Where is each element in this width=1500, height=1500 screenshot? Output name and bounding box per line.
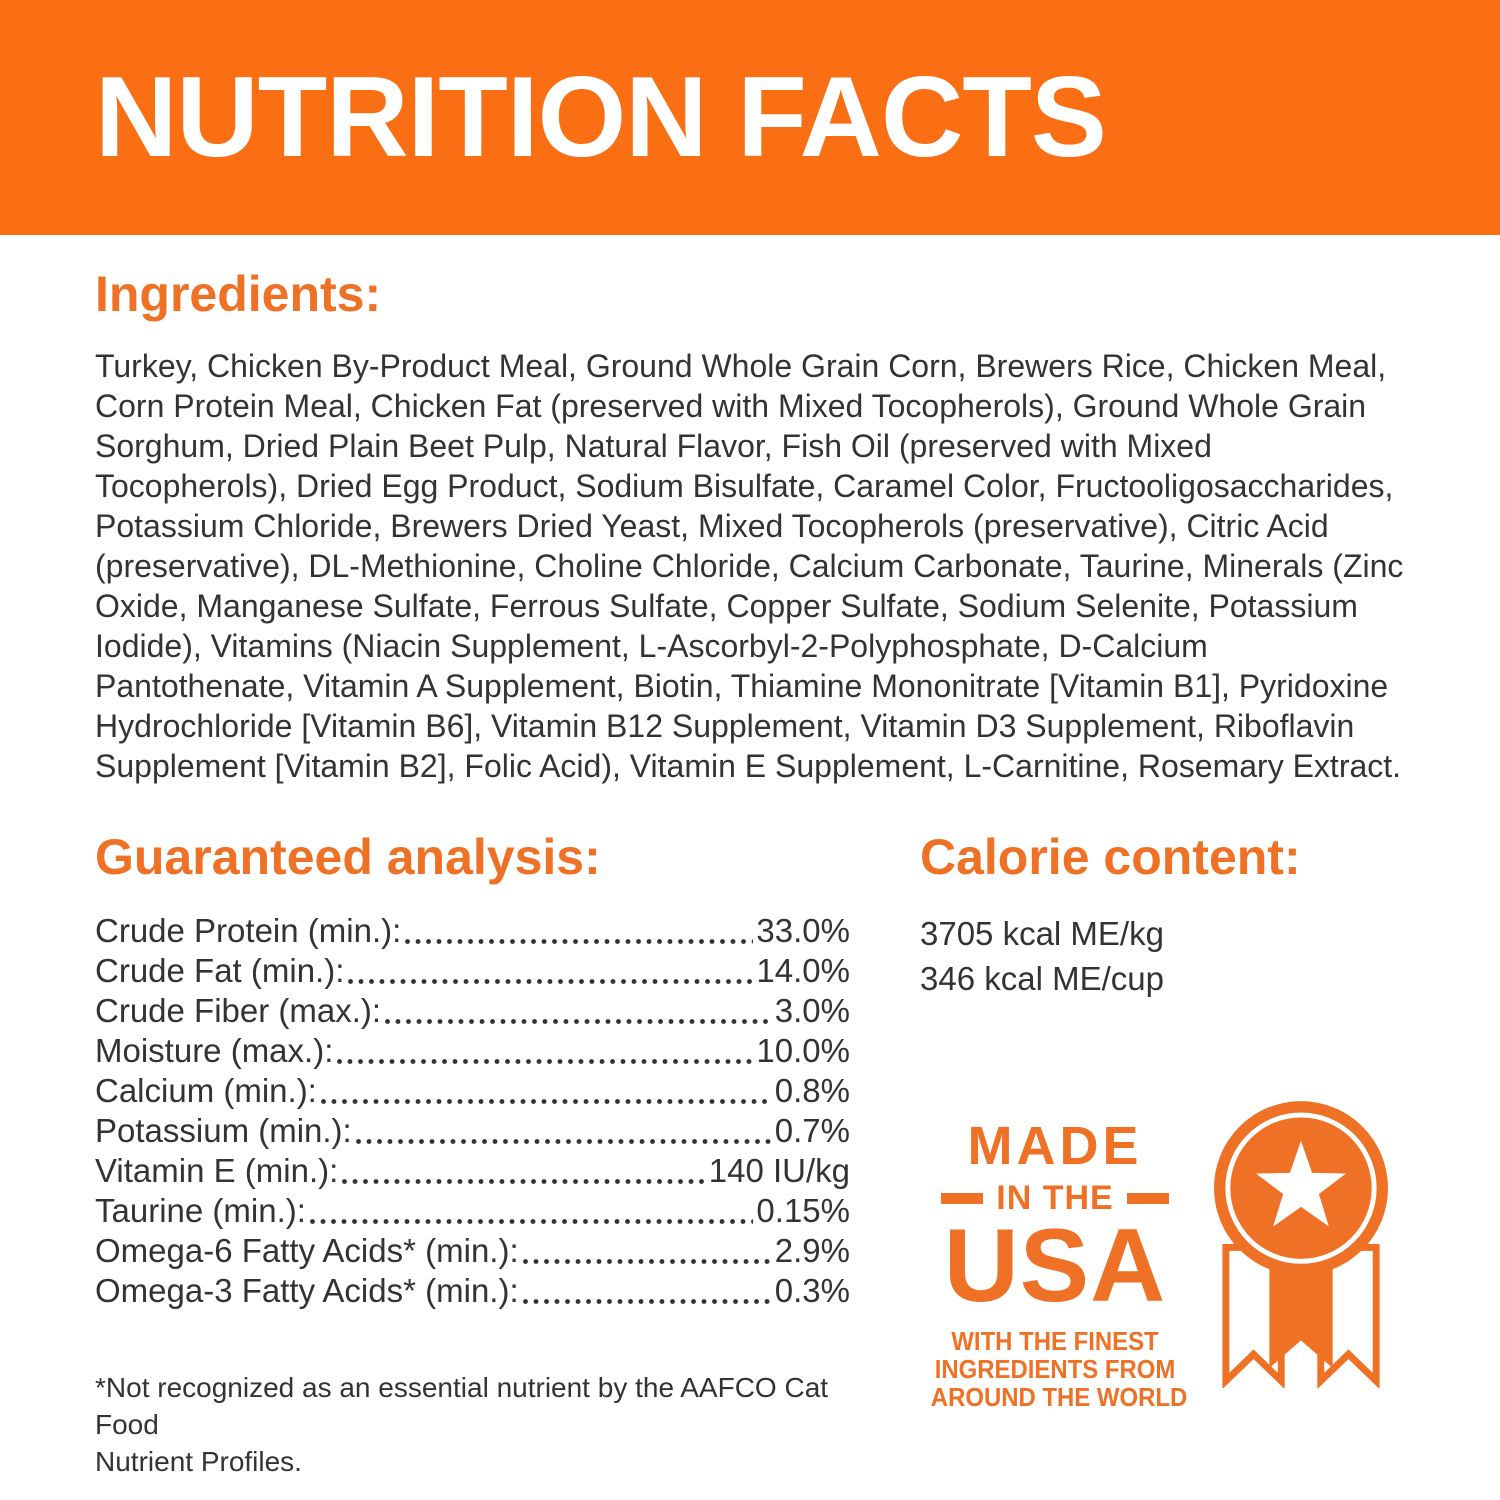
table-row: Calcium (min.): 0.8% <box>95 1071 850 1111</box>
calorie-content-column: Calorie content: 3705 kcal ME/kg 346 kca… <box>920 830 1405 1480</box>
in-the-text: IN THE <box>996 1179 1114 1217</box>
footnote-line: *Not recognized as an essential nutrient… <box>95 1372 829 1440</box>
table-row: Moisture (max.): 10.0% <box>95 1031 850 1071</box>
analysis-value: 2.9% <box>774 1232 850 1269</box>
made-in-usa-badge: MADE IN THE USA WITH THE FINEST INGREDIE… <box>920 1101 1405 1411</box>
ribbon-right-tail <box>1317 1244 1380 1388</box>
guaranteed-analysis-column: Guaranteed analysis: Crude Protein (min.… <box>95 830 850 1480</box>
aafco-footnote: *Not recognized as an essential nutrient… <box>95 1369 850 1480</box>
table-row: Crude Protein (min.): 33.0% <box>95 911 850 951</box>
made-text: MADE <box>967 1116 1143 1176</box>
table-row: Omega-3 Fatty Acids* (min.): 0.3% <box>95 1271 850 1311</box>
calorie-cup-value: 346 kcal ME/cup <box>920 960 1164 997</box>
analysis-label: Crude Fat (min.): <box>95 952 345 989</box>
ribbon-center-strip <box>1269 1249 1333 1369</box>
dotted-leader <box>341 1178 706 1185</box>
label-content: Ingredients: Turkey, Chicken By-Product … <box>0 235 1500 1480</box>
dotted-leader <box>308 1218 754 1225</box>
ingredients-heading: Ingredients: <box>95 266 382 322</box>
tagline-line: AROUND THE WORLD <box>930 1381 1188 1412</box>
analysis-value: 140 IU/kg <box>708 1152 850 1189</box>
analysis-value: 3.0% <box>774 992 850 1029</box>
analysis-value: 0.7% <box>774 1112 850 1149</box>
made-in-usa-text: MADE IN THE USA WITH THE FINEST INGREDIE… <box>920 1101 1190 1411</box>
dotted-leader <box>336 1058 754 1065</box>
usa-text: USA <box>943 1208 1167 1324</box>
analysis-value: 10.0% <box>756 1032 850 1069</box>
ingredients-text: Turkey, Chicken By-Product Meal, Ground … <box>95 348 1404 784</box>
medal-inner-ring <box>1225 1112 1377 1264</box>
analysis-value: 0.15% <box>756 1192 850 1229</box>
analysis-label: Crude Protein (min.): <box>95 912 402 949</box>
in-the-text-row: IN THE <box>920 1181 1190 1215</box>
dotted-leader <box>521 1298 772 1305</box>
analysis-label: Taurine (min.): <box>95 1192 306 1229</box>
guaranteed-analysis-table: Crude Protein (min.): 33.0% Crude Fat (m… <box>95 911 850 1311</box>
table-row: Taurine (min.): 0.15% <box>95 1191 850 1231</box>
dotted-leader <box>404 938 754 945</box>
tagline-line: WITH THE FINEST <box>951 1325 1159 1356</box>
table-row: Potassium (min.): 0.7% <box>95 1111 850 1151</box>
star-icon <box>1255 1140 1347 1227</box>
analysis-value: 14.0% <box>756 952 850 989</box>
table-row: Crude Fat (min.): 14.0% <box>95 951 850 991</box>
analysis-label: Calcium (min.): <box>95 1072 317 1109</box>
analysis-label: Potassium (min.): <box>95 1112 352 1149</box>
dotted-leader <box>347 978 754 985</box>
guaranteed-analysis-heading: Guaranteed analysis: <box>95 829 601 885</box>
header-banner: NUTRITION FACTS <box>0 0 1500 235</box>
page-title: NUTRITION FACTS <box>95 53 1107 181</box>
analysis-and-calories-section: Guaranteed analysis: Crude Protein (min.… <box>95 830 1405 1480</box>
analysis-label: Omega-6 Fatty Acids* (min.): <box>95 1232 519 1269</box>
table-row: Crude Fiber (max.): 3.0% <box>95 991 850 1031</box>
analysis-value: 0.8% <box>774 1072 850 1109</box>
calorie-kg-value: 3705 kcal ME/kg <box>920 915 1164 952</box>
analysis-label: Omega-3 Fatty Acids* (min.): <box>95 1272 519 1309</box>
analysis-label: Crude Fiber (max.): <box>95 992 382 1029</box>
analysis-label: Vitamin E (min.): <box>95 1152 339 1189</box>
star-ribbon-medal-icon <box>1214 1101 1388 1388</box>
analysis-value: 33.0% <box>756 912 850 949</box>
analysis-label: Moisture (max.): <box>95 1032 334 1069</box>
dotted-leader <box>354 1138 772 1145</box>
badge-tagline: WITH THE FINEST INGREDIENTS FROM AROUND … <box>930 1325 1188 1412</box>
table-row: Vitamin E (min.): 140 IU/kg <box>95 1151 850 1191</box>
left-dash-bar <box>941 1192 984 1204</box>
analysis-value: 0.3% <box>774 1272 850 1309</box>
calorie-content-heading: Calorie content: <box>920 829 1301 885</box>
dotted-leader <box>384 1018 772 1025</box>
right-dash-bar <box>1126 1192 1169 1204</box>
dotted-leader <box>521 1258 772 1265</box>
dotted-leader <box>319 1098 772 1105</box>
table-row: Omega-6 Fatty Acids* (min.): 2.9% <box>95 1231 850 1271</box>
footnote-line: Nutrient Profiles. <box>95 1446 302 1477</box>
tagline-line: INGREDIENTS FROM <box>934 1353 1176 1384</box>
